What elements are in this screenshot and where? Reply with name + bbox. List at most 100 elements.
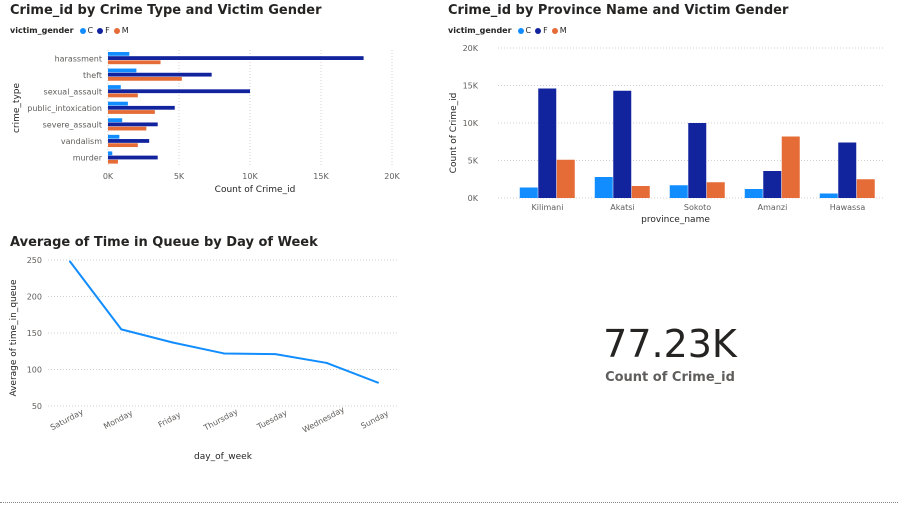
y-tick-label: 150	[27, 329, 42, 338]
bar-c	[819, 193, 838, 198]
bar-m	[631, 186, 650, 198]
time-in-queue-chart-title: Average of Time in Queue by Day of Week	[10, 235, 318, 250]
bar-f	[108, 155, 158, 160]
legend-label-m: M	[559, 26, 567, 35]
bar-c	[669, 185, 688, 198]
bar-f	[838, 142, 857, 198]
bar-f	[108, 72, 212, 77]
bar-m	[108, 76, 182, 81]
bar-m	[706, 182, 725, 198]
bar-c	[108, 51, 130, 56]
y-tick-label: severe_assault	[43, 121, 102, 130]
y-tick-label: sexual_assault	[44, 87, 102, 96]
bar-f	[688, 123, 707, 198]
legend-item-c[interactable]: C	[79, 26, 94, 35]
x-tick-label: Kilimani	[532, 203, 564, 212]
province-chart-legend: victim_gender C F M	[448, 26, 571, 35]
bar-m	[108, 126, 147, 131]
legend-title: victim_gender	[448, 26, 512, 35]
legend-title: victim_gender	[10, 26, 74, 35]
legend-item-f[interactable]: F	[97, 26, 110, 35]
y-tick-label: 100	[27, 366, 42, 375]
legend-label-c: C	[525, 26, 532, 35]
crime-type-chart-title: Crime_id by Crime Type and Victim Gender	[10, 3, 322, 18]
kpi-value: 77.23K	[603, 322, 737, 366]
data-point	[325, 361, 328, 364]
legend-item-f[interactable]: F	[535, 26, 548, 35]
x-tick-label: 10K	[242, 172, 258, 181]
y-tick-label: 20K	[463, 44, 479, 53]
crime-type-chart-legend: victim_gender C F M	[10, 26, 133, 35]
province-bar-chart[interactable]: 0K 5K 10K 15K 20K Count of Crime_id Kilimani Ak…	[440, 40, 890, 230]
y-tick-label: 0K	[468, 194, 479, 203]
bar-c	[108, 101, 128, 106]
kpi-label: Count of Crime_id	[605, 370, 735, 385]
bar-c	[108, 85, 121, 89]
bar-c	[519, 187, 538, 198]
y-tick-label: 250	[27, 256, 42, 265]
x-tick-label: Saturday	[49, 407, 85, 432]
x-tick-label: 15K	[313, 172, 329, 181]
bar-m	[781, 136, 800, 198]
data-point	[223, 352, 225, 355]
y-tick-label: murder	[73, 154, 103, 163]
y-tick-label: harassment	[55, 54, 102, 63]
x-tick-label: 0K	[103, 172, 114, 181]
legend-dot-f	[97, 27, 104, 34]
bar-m	[108, 93, 138, 98]
legend-label-f: F	[105, 26, 110, 35]
x-tick-label: Sokoto	[684, 203, 711, 212]
crime-type-bar-chart[interactable]: 0K 5K 10K 15K 20K Count of Crime_id crime_type…	[0, 40, 420, 200]
data-point	[377, 381, 379, 384]
bar-c	[108, 118, 123, 123]
data-point	[69, 260, 71, 263]
bar-f	[538, 88, 557, 198]
data-point	[171, 341, 174, 344]
x-tick-label: Tuesday	[255, 408, 289, 432]
bar-f	[763, 171, 782, 198]
y-axis-label: Average of time_in_queue	[9, 279, 19, 397]
y-tick-label: 5K	[468, 157, 479, 166]
y-tick-label: public_intoxication	[27, 104, 102, 113]
data-point	[274, 353, 277, 356]
legend-dot-m	[551, 27, 558, 34]
legend-item-m[interactable]: M	[113, 26, 129, 35]
y-axis-label: crime_type	[12, 83, 22, 134]
legend-item-c[interactable]: C	[517, 26, 532, 35]
series-line	[69, 260, 379, 384]
legend-item-m[interactable]: M	[551, 26, 567, 35]
y-tick-label: 200	[27, 293, 42, 302]
bar-c	[108, 151, 113, 156]
x-tick-label: Monday	[102, 408, 134, 431]
bar-c	[594, 177, 613, 198]
legend-label-f: F	[543, 26, 548, 35]
x-tick-label: Sunday	[359, 409, 390, 431]
legend-label-m: M	[121, 26, 129, 35]
legend-label-c: C	[87, 26, 94, 35]
legend-dot-f	[535, 27, 542, 34]
y-tick-label: 10K	[463, 119, 479, 128]
x-axis-label: day_of_week	[194, 452, 253, 462]
bar-m	[556, 159, 575, 198]
bar-f	[108, 122, 158, 127]
bar-m	[108, 60, 161, 65]
legend-dot-c	[517, 27, 524, 34]
y-tick-label: 15K	[463, 82, 479, 91]
bar-c	[108, 134, 120, 139]
bar-m	[108, 143, 138, 148]
bar-m	[108, 110, 155, 114]
y-tick-label: theft	[83, 71, 102, 80]
x-tick-label: 5K	[174, 172, 185, 181]
time-in-queue-line-chart[interactable]: 50 100 150 200 250 Average of time_in_queue Sa…	[0, 252, 420, 467]
y-tick-label: 50	[32, 402, 42, 411]
x-tick-label: Hawassa	[830, 203, 866, 212]
data-point	[120, 328, 123, 331]
x-tick-label: Akatsi	[610, 203, 634, 212]
x-tick-label: Friday	[157, 410, 183, 429]
legend-dot-c	[79, 27, 86, 34]
y-axis-label: Count of Crime_id	[449, 93, 459, 174]
province-chart-title: Crime_id by Province Name and Victim Gen…	[448, 3, 789, 18]
bar-f	[108, 89, 250, 94]
bar-c	[108, 68, 137, 73]
y-tick-label: vandalism	[61, 137, 102, 146]
